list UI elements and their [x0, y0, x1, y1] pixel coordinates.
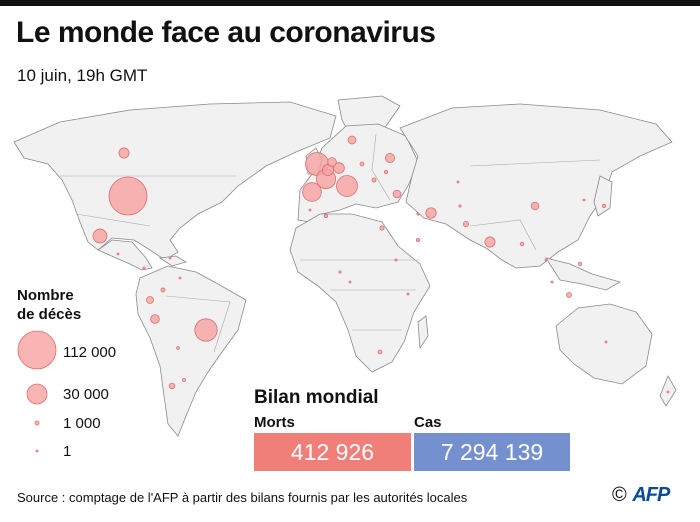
- bubble-alg-rie: [324, 214, 328, 218]
- land-north-america: [13, 101, 337, 261]
- bubble-bolivie: [176, 346, 180, 350]
- bubble-roumanie: [371, 177, 377, 183]
- bubble-irak: [416, 212, 420, 216]
- afp-brand: AFP: [632, 484, 670, 506]
- cases-label: Cas: [414, 414, 442, 431]
- border-china-russia: [469, 159, 601, 167]
- bubble-argentine: [182, 378, 186, 382]
- bubble-kenya: [406, 292, 410, 296]
- death-bubbles: [92, 135, 670, 394]
- land-madagascar: [417, 315, 429, 350]
- bubble-nigeria: [338, 270, 342, 274]
- border-india: [469, 219, 537, 251]
- world-map: [13, 95, 677, 437]
- bubble-indon-sie: [566, 292, 572, 298]
- bubble-russie: [385, 153, 395, 163]
- bubble-afrique-du-sud: [377, 349, 383, 355]
- border-usa-mexico: [75, 213, 151, 227]
- bubble-p-rou: [150, 314, 160, 324]
- bubble-cuba: [168, 256, 172, 260]
- legend-bubble-1: [35, 449, 39, 453]
- bubble-japon: [601, 203, 607, 209]
- bubble-br-sil: [194, 318, 218, 342]
- bubble-cameroun: [348, 280, 352, 284]
- bubble-maroc: [308, 208, 312, 212]
- legend-title-line2: de décès: [17, 306, 82, 323]
- bubble-australie: [604, 340, 608, 344]
- bubble-allemagne: [333, 162, 345, 174]
- cases-value-box: 7 294 139: [414, 433, 570, 471]
- land-asia: [399, 103, 673, 269]
- legend-title: Nombre de décès: [17, 286, 81, 324]
- bubble-tha-lande: [544, 258, 548, 262]
- bubble-italie: [336, 175, 358, 197]
- summary-title: Bilan mondial: [254, 387, 379, 408]
- bubble-cor-e-du-sud: [582, 198, 586, 202]
- continents: [13, 95, 677, 437]
- bubble-guatemala: [116, 252, 120, 256]
- legend-title-line1: Nombre: [17, 287, 74, 304]
- bubble-kazakhstan: [456, 180, 460, 184]
- bubble-philippines: [577, 261, 583, 267]
- bubble-su-de: [347, 135, 357, 145]
- bubble--tats-unis: [108, 176, 148, 216]
- bubble-turquie: [392, 189, 402, 199]
- legend-label-1: 1: [63, 443, 72, 460]
- legend-bubble-1000: [34, 420, 40, 426]
- legend-label-112000: 112 000: [63, 344, 117, 361]
- land-south-america: [135, 265, 247, 437]
- land-africa: [289, 213, 431, 373]
- bubble-soudan: [394, 258, 398, 262]
- bubble-chine: [530, 201, 540, 211]
- bubble-mexique: [92, 228, 108, 244]
- land-japan: [593, 175, 613, 217]
- bubble-ukraine: [383, 169, 389, 175]
- bubble-pays-bas: [327, 157, 337, 167]
- bubble-nouvelle-z-lande: [666, 390, 670, 394]
- afp-logo: © AFP: [612, 484, 670, 507]
- bubble-bangladesh: [519, 241, 525, 247]
- bubble-pakistan: [462, 220, 470, 228]
- legend-bubble-112000: [17, 330, 57, 370]
- deaths-value-box: 412 926: [254, 433, 411, 471]
- bubble--gypte: [379, 225, 385, 231]
- country-borders: [60, 133, 601, 353]
- land-australia: [555, 303, 653, 385]
- legend-label-1000: 1 000: [63, 415, 101, 432]
- map-title: Le monde face au coronavirus: [16, 16, 436, 49]
- bubble-canada: [118, 147, 130, 159]
- top-rule: [0, 0, 700, 6]
- map-subtitle: 10 juin, 19h GMT: [17, 66, 148, 85]
- bubble-afghanistan: [458, 204, 462, 208]
- land-southeast-asia: [545, 257, 622, 291]
- border-europe-russia: [371, 133, 391, 201]
- bubble-colombie: [160, 287, 166, 293]
- land-caribbean: [158, 255, 187, 267]
- bubble-venezuela: [178, 276, 182, 280]
- deaths-label: Morts: [254, 414, 295, 431]
- source-note: Source : comptage de l'AFP à partir des …: [17, 490, 468, 505]
- legend-bubble-30000: [26, 383, 48, 405]
- land-central-america: [97, 239, 153, 271]
- legend-symbols: [17, 330, 57, 453]
- bubble-pologne: [359, 161, 365, 167]
- bubble--quateur: [146, 296, 154, 304]
- bubble-panama: [142, 266, 146, 270]
- bubble-espagne: [302, 182, 322, 202]
- copyright-symbol: ©: [612, 484, 627, 506]
- bubble-iran: [425, 207, 437, 219]
- border-brazil: [165, 295, 231, 353]
- legend-label-30000: 30 000: [63, 386, 109, 403]
- bubble-inde: [484, 236, 496, 248]
- bubble-chili: [168, 382, 176, 390]
- bubble-arabie-saoudite: [415, 237, 421, 243]
- bubble-malaisie: [550, 280, 554, 284]
